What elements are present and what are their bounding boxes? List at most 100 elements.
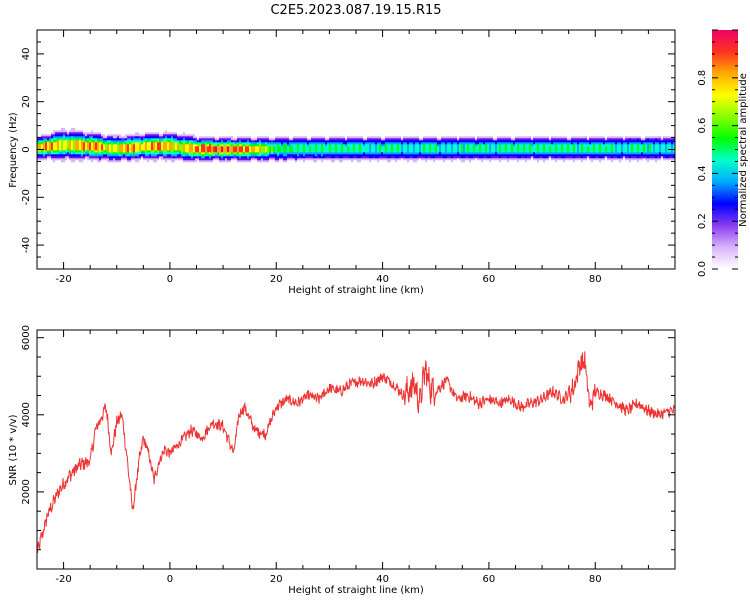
heatmap-cell (115, 132, 118, 135)
heatmap-cell (243, 150, 246, 153)
heatmap-cell (283, 150, 286, 153)
heatmap-cell (631, 160, 634, 163)
heatmap-cell (145, 140, 148, 143)
heatmap-cell (511, 146, 514, 149)
heatmap-cell (407, 158, 410, 161)
heatmap-cell (387, 160, 390, 163)
heatmap-cell (85, 158, 88, 161)
heatmap-cell (341, 146, 344, 149)
heatmap-cell (129, 154, 132, 157)
heatmap-cell (185, 134, 188, 137)
heatmap-cell (615, 148, 618, 151)
heatmap-cell (479, 152, 482, 155)
heatmap-cell (541, 136, 544, 139)
heatmap-cell (469, 154, 472, 157)
heatmap-cell (535, 154, 538, 157)
heatmap-cell (475, 150, 478, 153)
heatmap-cell (395, 156, 398, 159)
heatmap-cell (587, 136, 590, 139)
heatmap-cell (503, 136, 506, 139)
heatmap-cell (333, 134, 336, 137)
heatmap-cell (115, 150, 118, 153)
heatmap-cell (561, 140, 564, 143)
heatmap-cell (69, 142, 72, 145)
heatmap-cell (81, 144, 84, 147)
heatmap-cell (327, 144, 330, 147)
heatmap-cell (213, 144, 216, 147)
heatmap-cell (577, 138, 580, 141)
heatmap-cell (435, 138, 438, 141)
heatmap-cell (469, 148, 472, 151)
heatmap-cell (479, 142, 482, 145)
heatmap-cell (79, 128, 82, 131)
heatmap-cell (545, 152, 548, 155)
heatmap-cell (405, 152, 408, 155)
heatmap-cell (615, 138, 618, 141)
heatmap-cell (667, 160, 670, 163)
heatmap-cell (551, 154, 554, 157)
heatmap-cell (79, 152, 82, 155)
heatmap-cell (321, 158, 324, 161)
heatmap-cell (481, 148, 484, 151)
heatmap-cell (533, 160, 536, 163)
heatmap-cell (529, 148, 532, 151)
heatmap-cell (89, 132, 92, 135)
heatmap-cell (369, 162, 372, 165)
heatmap-cell (239, 158, 242, 161)
heatmap-cell (265, 142, 268, 145)
heatmap-cell (347, 136, 350, 139)
heatmap-cell (257, 136, 260, 139)
heatmap-cell (169, 156, 172, 159)
heatmap-cell (277, 146, 280, 149)
heatmap-cell (213, 138, 216, 141)
heatmap-cell (671, 158, 674, 161)
heatmap-cell (577, 160, 580, 163)
heatmap-cell (471, 144, 474, 147)
heatmap-cell (495, 140, 498, 143)
heatmap-cell (185, 142, 188, 145)
heatmap-cell (363, 146, 366, 149)
heatmap-cell (169, 150, 172, 153)
heatmap-cell (671, 150, 674, 153)
heatmap-cell (327, 142, 330, 145)
heatmap-cell (105, 150, 108, 153)
heatmap-cell (595, 152, 598, 155)
heatmap-cell (113, 158, 116, 161)
heatmap-cell (297, 148, 300, 151)
heatmap-cell (673, 158, 675, 161)
heatmap-cell (435, 146, 438, 149)
heatmap-cell (71, 134, 74, 137)
heatmap-cell (545, 148, 548, 151)
heatmap-cell (111, 154, 114, 157)
heatmap-cell (581, 136, 584, 139)
heatmap-cell (423, 142, 426, 145)
heatmap-cell (323, 154, 326, 157)
heatmap-cell (541, 134, 544, 137)
heatmap-cell (525, 150, 528, 153)
heatmap-cell (71, 136, 74, 139)
heatmap-cell (391, 146, 394, 149)
heatmap-cell (281, 156, 284, 159)
heatmap-cell (145, 150, 148, 153)
heatmap-cell (437, 138, 440, 141)
heatmap-cell (627, 150, 630, 153)
heatmap-cell (579, 134, 582, 137)
heatmap-cell (585, 146, 588, 149)
heatmap-cell (349, 154, 352, 157)
heatmap-cell (513, 154, 516, 157)
heatmap-cell (533, 134, 536, 137)
heatmap-cell (499, 144, 502, 147)
heatmap-cell (593, 140, 596, 143)
heatmap-cell (389, 138, 392, 141)
heatmap-cell (521, 138, 524, 141)
heatmap-cell (275, 154, 278, 157)
heatmap-cell (443, 152, 446, 155)
heatmap-cell (393, 136, 396, 139)
heatmap-cell (43, 140, 46, 143)
heatmap-cell (121, 146, 124, 149)
heatmap-cell (93, 160, 96, 163)
heatmap-cell (557, 158, 560, 161)
heatmap-cell (411, 146, 414, 149)
heatmap-cell (461, 156, 464, 159)
heatmap-cell (187, 144, 190, 147)
